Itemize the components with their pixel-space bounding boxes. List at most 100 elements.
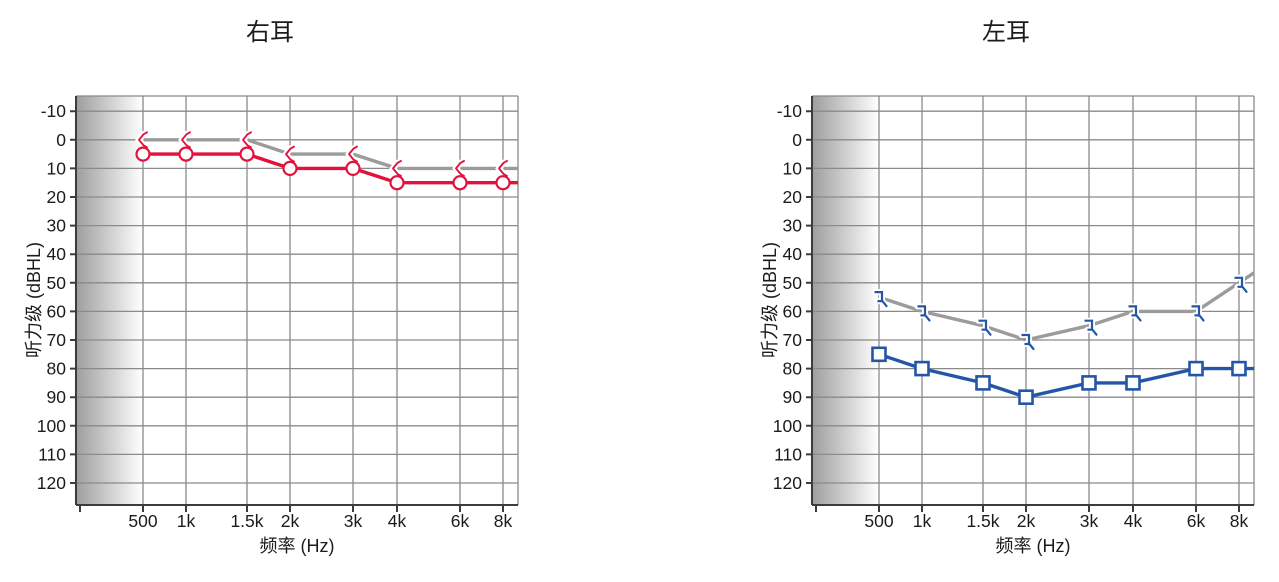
y-tick-label: 90	[47, 387, 67, 407]
data-point-marker-bracket-tail	[1134, 313, 1142, 322]
data-point-marker-square	[1018, 389, 1034, 406]
y-tick-label: 10	[783, 158, 803, 178]
data-point-marker-angle-bracket	[242, 131, 252, 149]
left-ear-audiogram: 左耳 -10 0 10 20 30 40 50 60 70 80 90 100 110 120 500 1k 1.…	[760, 19, 1255, 556]
y-tick-label: 50	[783, 273, 803, 293]
y-axis-label: 听力级 (dBHL)	[760, 242, 780, 358]
y-tick-label: 100	[773, 416, 802, 436]
x-tick-label: 1k	[913, 511, 932, 531]
x-tick-label: 4k	[1124, 511, 1143, 531]
data-point-marker-bracket-tail	[1197, 313, 1205, 322]
x-tick-label: 3k	[344, 511, 363, 531]
data-point-marker-circle	[495, 175, 511, 191]
data-point-marker-bracket-tail	[1027, 342, 1035, 351]
y-tick-label: 70	[783, 330, 803, 350]
x-tick-label: 500	[864, 511, 893, 531]
data-point-marker-circle	[239, 146, 255, 162]
data-point-marker-angle-bracket	[181, 131, 191, 149]
y-tick-label: 40	[47, 244, 67, 264]
y-tick-label: 80	[783, 359, 803, 379]
x-tick-label: 1k	[177, 511, 196, 531]
data-point-marker-angle-bracket	[348, 145, 358, 163]
y-tick-label: 60	[47, 301, 67, 321]
data-point-marker-circle	[389, 175, 405, 191]
x-tick-label: 6k	[1187, 511, 1206, 531]
series-line-bone-conduction-gray-line	[143, 138, 518, 171]
data-point-marker-square	[1231, 360, 1247, 377]
y-tick-label: 120	[773, 473, 802, 493]
below-range-gradient-band	[812, 96, 879, 505]
below-range-gradient-band	[76, 96, 143, 505]
data-point-marker-angle-bracket	[498, 159, 508, 177]
y-tick-label: 100	[37, 416, 66, 436]
panel-left-ear: 左耳 -10 0 10 20 30 40 50 60 70 80 90 100 110 120 500 1k 1.…	[736, 0, 1279, 582]
x-tick-label: 6k	[451, 511, 470, 531]
data-point-marker-bracket-tail	[984, 328, 992, 336]
data-point-marker-square-bracket	[1191, 305, 1201, 317]
y-axis-label: 听力级 (dBHL)	[24, 242, 44, 358]
y-tick-label: 90	[783, 387, 803, 407]
y-tick-label: 30	[783, 216, 803, 236]
x-tick-label: 8k	[494, 511, 513, 531]
data-point-marker-circle	[452, 175, 468, 191]
data-point-marker-square-bracket	[1234, 276, 1244, 288]
data-point-marker-square	[914, 360, 930, 377]
axes-and-ticks	[806, 96, 1254, 512]
x-tick-label: 4k	[388, 511, 407, 531]
y-tick-label: 20	[783, 187, 803, 207]
y-tick-label: 120	[37, 473, 66, 493]
y-tick-label: 30	[47, 216, 67, 236]
y-tick-label: 110	[774, 444, 802, 464]
right-ear-audiogram: 右耳 -10 0 10 20 30 40 50 60 70 80 90 100 110 120 500 1k 1.…	[24, 19, 519, 556]
data-point-marker-circle	[282, 160, 298, 176]
data-point-marker-angle-bracket	[285, 145, 295, 163]
data-point-marker-square	[975, 375, 991, 391]
y-tick-label: 80	[47, 359, 67, 379]
x-tick-label: 500	[128, 511, 157, 531]
data-point-marker-angle-bracket	[392, 159, 402, 177]
data-point-marker-square	[871, 346, 887, 363]
chart-title: 右耳	[246, 19, 294, 46]
x-tick-label: 1.5k	[230, 511, 263, 531]
chart-title: 左耳	[982, 19, 1030, 46]
data-point-marker-angle-bracket	[138, 131, 148, 149]
data-point-marker-square	[1125, 375, 1141, 391]
data-point-marker-square-bracket	[874, 291, 884, 303]
y-tick-label: -10	[777, 101, 803, 121]
y-tick-label: 40	[783, 244, 803, 264]
y-tick-label: 60	[783, 301, 803, 321]
axes-and-ticks	[70, 96, 518, 512]
x-axis-label: 频率 (Hz)	[996, 536, 1071, 556]
data-point-marker-square	[1081, 375, 1097, 391]
panel-right-ear: 右耳 -10 0 10 20 30 40 50 60 70 80 90 100 110 120 500 1k 1.…	[24, 19, 519, 556]
data-point-marker-square	[1188, 360, 1204, 377]
y-tick-label: 20	[47, 187, 67, 207]
data-point-marker-bracket-tail	[1090, 328, 1098, 336]
x-tick-label: 2k	[1017, 511, 1036, 531]
data-point-marker-angle-bracket	[455, 159, 465, 177]
x-tick-label: 1.5k	[966, 511, 999, 531]
data-point-marker-circle	[345, 160, 361, 176]
data-point-marker-square-bracket	[1021, 333, 1031, 346]
x-axis-label: 频率 (Hz)	[260, 536, 335, 556]
y-tick-label: 50	[47, 273, 67, 293]
data-point-marker-square-bracket	[978, 319, 988, 331]
data-point-marker-square-bracket	[917, 305, 927, 317]
y-tick-label: 0	[792, 130, 802, 150]
data-point-marker-bracket-tail	[923, 313, 931, 322]
y-tick-label: 10	[47, 158, 67, 178]
y-tick-label: 0	[56, 130, 66, 150]
x-tick-label: 2k	[281, 511, 300, 531]
y-tick-label: 110	[38, 444, 66, 464]
data-point-marker-bracket-tail	[1240, 285, 1248, 293]
y-tick-label: -10	[41, 101, 67, 121]
y-tick-label: 70	[47, 330, 67, 350]
data-point-marker-square-bracket	[1128, 305, 1138, 317]
data-point-marker-bracket-tail	[880, 299, 888, 308]
data-point-marker-circle	[178, 146, 194, 162]
data-point-marker-square-bracket	[1084, 319, 1094, 331]
x-tick-label: 8k	[1230, 511, 1249, 531]
x-tick-label: 3k	[1080, 511, 1099, 531]
data-point-marker-circle	[135, 146, 151, 162]
